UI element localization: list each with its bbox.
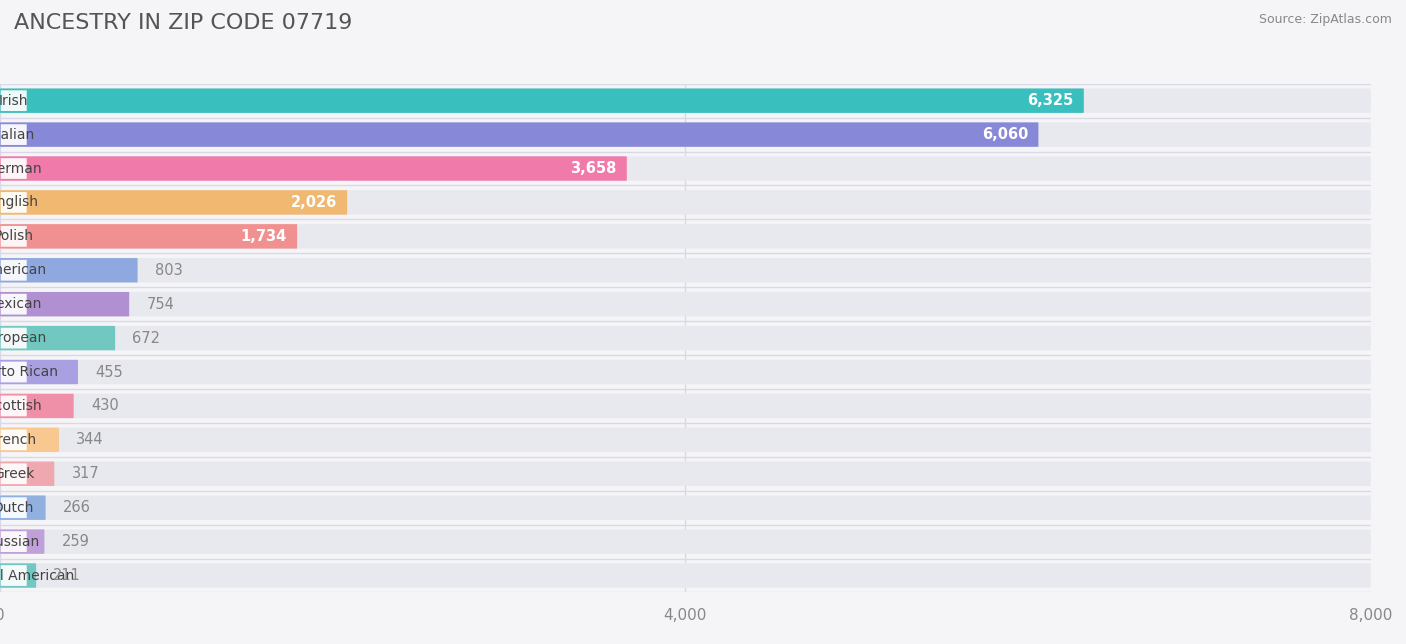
Text: Polish: Polish <box>0 229 34 243</box>
Text: Mexican: Mexican <box>0 297 42 311</box>
Text: 455: 455 <box>96 365 122 379</box>
FancyBboxPatch shape <box>0 564 1371 588</box>
Text: Irish: Irish <box>0 93 28 108</box>
Text: ANCESTRY IN ZIP CODE 07719: ANCESTRY IN ZIP CODE 07719 <box>14 13 353 33</box>
FancyBboxPatch shape <box>0 565 27 586</box>
FancyBboxPatch shape <box>0 495 45 520</box>
FancyBboxPatch shape <box>0 362 27 383</box>
Text: 266: 266 <box>63 500 90 515</box>
Text: 2,026: 2,026 <box>291 195 337 210</box>
Text: 672: 672 <box>132 330 160 346</box>
Text: 6,060: 6,060 <box>981 127 1028 142</box>
Text: Puerto Rican: Puerto Rican <box>0 365 58 379</box>
Text: Source: ZipAtlas.com: Source: ZipAtlas.com <box>1258 13 1392 26</box>
FancyBboxPatch shape <box>0 224 1371 249</box>
Text: Scottish: Scottish <box>0 399 42 413</box>
FancyBboxPatch shape <box>0 122 1039 147</box>
FancyBboxPatch shape <box>0 428 59 452</box>
Text: 317: 317 <box>72 466 100 481</box>
FancyBboxPatch shape <box>0 428 1371 452</box>
FancyBboxPatch shape <box>0 328 27 348</box>
FancyBboxPatch shape <box>0 360 1371 384</box>
Text: Dutch: Dutch <box>0 500 34 515</box>
FancyBboxPatch shape <box>0 529 45 554</box>
FancyBboxPatch shape <box>0 122 1371 147</box>
Text: English: English <box>0 195 39 209</box>
Text: 6,325: 6,325 <box>1028 93 1074 108</box>
FancyBboxPatch shape <box>0 326 1371 350</box>
FancyBboxPatch shape <box>0 430 27 450</box>
FancyBboxPatch shape <box>0 326 115 350</box>
FancyBboxPatch shape <box>0 190 1371 214</box>
FancyBboxPatch shape <box>0 158 27 179</box>
Text: Greek: Greek <box>0 467 34 481</box>
Text: 344: 344 <box>76 432 104 448</box>
FancyBboxPatch shape <box>0 531 27 552</box>
FancyBboxPatch shape <box>0 224 297 249</box>
Text: German: German <box>0 162 42 176</box>
FancyBboxPatch shape <box>0 292 129 316</box>
FancyBboxPatch shape <box>0 393 1371 418</box>
FancyBboxPatch shape <box>0 462 55 486</box>
Text: European: European <box>0 331 46 345</box>
FancyBboxPatch shape <box>0 462 1371 486</box>
Text: 430: 430 <box>91 399 118 413</box>
Text: 754: 754 <box>146 297 174 312</box>
FancyBboxPatch shape <box>0 88 1084 113</box>
Text: 1,734: 1,734 <box>240 229 287 244</box>
FancyBboxPatch shape <box>0 260 27 281</box>
Text: 803: 803 <box>155 263 183 278</box>
Text: Italian: Italian <box>0 128 35 142</box>
Text: American: American <box>0 263 46 278</box>
FancyBboxPatch shape <box>0 90 27 111</box>
FancyBboxPatch shape <box>0 360 77 384</box>
FancyBboxPatch shape <box>0 258 1371 283</box>
FancyBboxPatch shape <box>0 88 1371 113</box>
Text: Central American: Central American <box>0 569 75 583</box>
Text: Russian: Russian <box>0 535 41 549</box>
FancyBboxPatch shape <box>0 395 27 416</box>
FancyBboxPatch shape <box>0 529 1371 554</box>
FancyBboxPatch shape <box>0 497 27 518</box>
FancyBboxPatch shape <box>0 258 138 283</box>
FancyBboxPatch shape <box>0 495 1371 520</box>
FancyBboxPatch shape <box>0 156 627 181</box>
FancyBboxPatch shape <box>0 464 27 484</box>
FancyBboxPatch shape <box>0 292 1371 316</box>
FancyBboxPatch shape <box>0 192 27 213</box>
FancyBboxPatch shape <box>0 294 27 314</box>
FancyBboxPatch shape <box>0 393 73 418</box>
FancyBboxPatch shape <box>0 124 27 145</box>
Text: 259: 259 <box>62 534 90 549</box>
Text: 211: 211 <box>53 568 82 583</box>
FancyBboxPatch shape <box>0 156 1371 181</box>
FancyBboxPatch shape <box>0 564 37 588</box>
Text: 3,658: 3,658 <box>571 161 617 176</box>
FancyBboxPatch shape <box>0 226 27 247</box>
FancyBboxPatch shape <box>0 190 347 214</box>
Text: French: French <box>0 433 37 447</box>
